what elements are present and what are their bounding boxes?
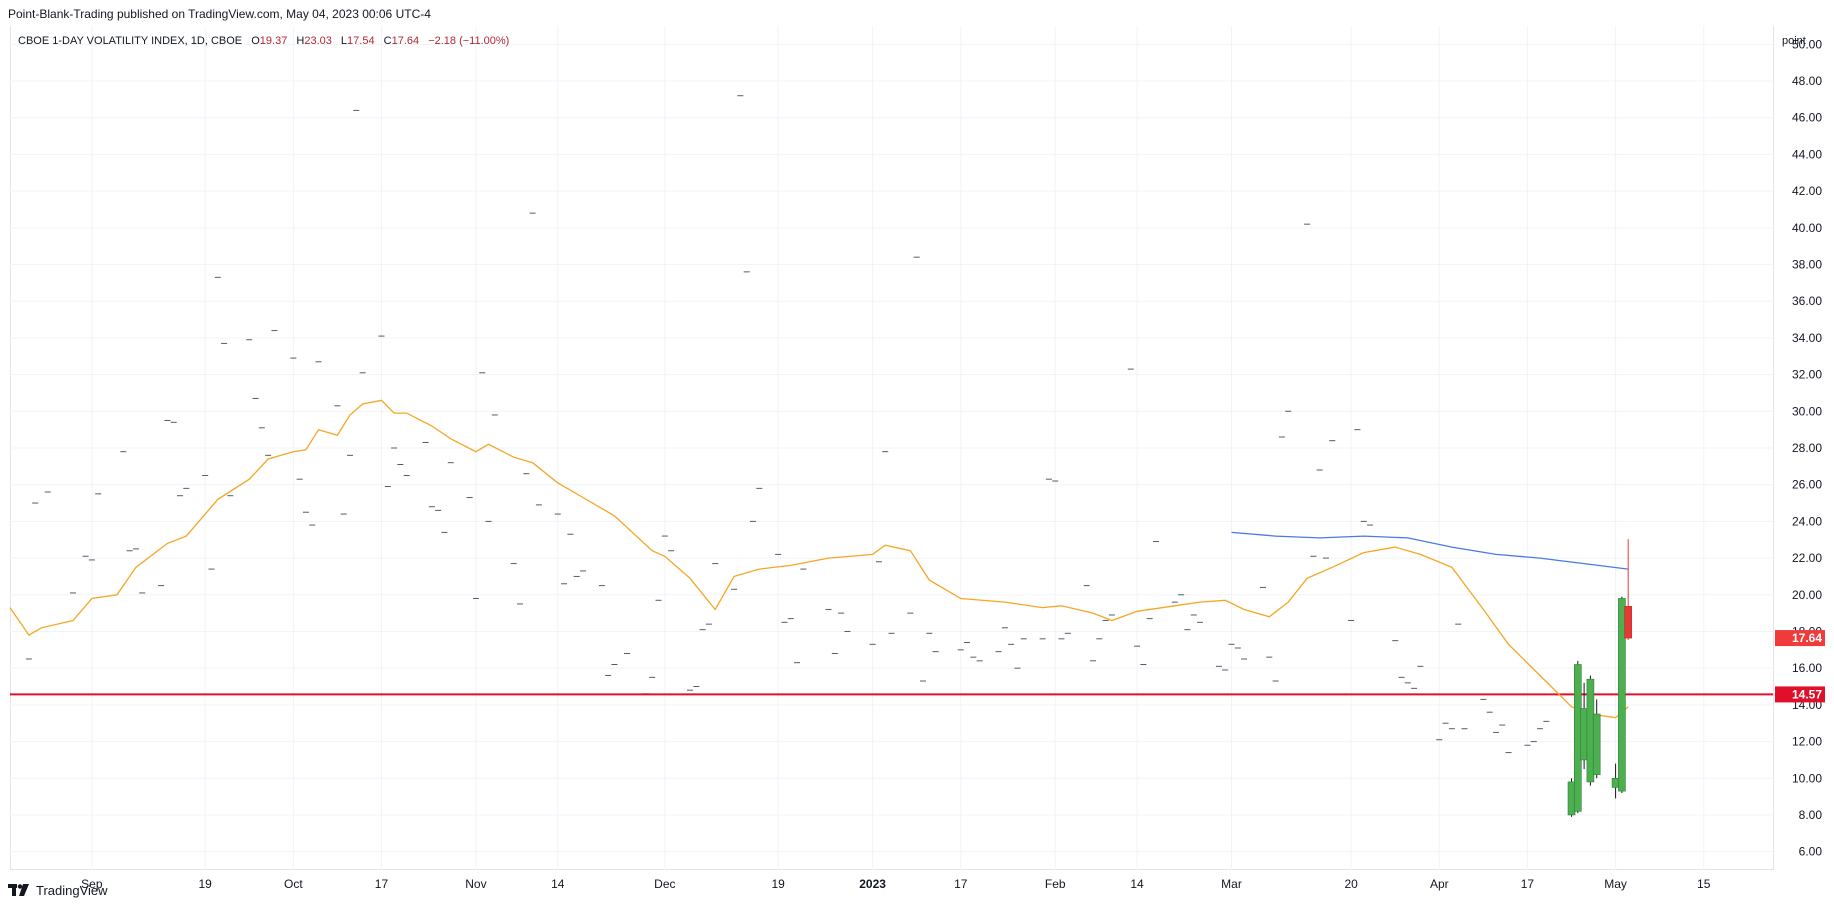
level-price-badge: 14.57 (1792, 687, 1822, 701)
candle-body (1580, 708, 1588, 761)
y-tick-label: 36.00 (1792, 294, 1822, 308)
price-axis-border (1773, 26, 1774, 870)
high-value: 23.03 (304, 35, 332, 47)
candle-body (1618, 598, 1626, 792)
x-tick-label: Apr (1430, 877, 1449, 891)
open-value: 19.37 (259, 35, 288, 47)
y-tick-label: 32.00 (1792, 368, 1822, 382)
y-tick-label: 46.00 (1792, 111, 1822, 125)
price-unit-label: point (1782, 35, 1806, 47)
symbol-name: CBOE 1-DAY VOLATILITY INDEX, 1D, CBOE (18, 35, 243, 47)
x-tick-label: 2023 (859, 877, 886, 891)
x-tick-label: May (1604, 877, 1627, 891)
x-tick-label: Oct (284, 877, 303, 891)
high-label: H (296, 35, 305, 47)
footer: TradingView (8, 880, 108, 900)
last-price-badge-bg (1775, 630, 1825, 647)
y-tick-label: 34.00 (1792, 331, 1822, 345)
publisher-text: Point-Blank-Trading published on Trading… (8, 7, 431, 21)
close-label: C (383, 35, 392, 47)
y-tick-label: 24.00 (1792, 514, 1822, 528)
x-tick-label: Sep (81, 877, 103, 891)
y-tick-label: 20.00 (1792, 588, 1822, 602)
candle-body (1586, 678, 1595, 783)
marks-layer (25, 95, 1550, 754)
x-tick-label: 17 (375, 877, 389, 891)
y-tick-label: 44.00 (1792, 147, 1822, 161)
change-value: −2.18 (−11.00%) (428, 35, 510, 47)
y-tick-label: 8.00 (1799, 808, 1823, 822)
level-price-badge-bg (1775, 686, 1825, 703)
close-value: 17.64 (391, 35, 420, 47)
x-tick-label: 17 (1521, 877, 1535, 891)
x-tick-label: 15 (1697, 877, 1711, 891)
y-tick-label: 48.00 (1792, 74, 1822, 88)
candle-body (1567, 781, 1576, 816)
y-tick-label: 28.00 (1792, 441, 1822, 455)
y-tick-label: 22.00 (1792, 551, 1822, 565)
last-price-badge: 17.64 (1792, 631, 1822, 645)
low-label: L (340, 35, 348, 47)
x-tick-label: Dec (654, 877, 675, 891)
x-tick-label: 14 (551, 877, 565, 891)
price-badges: 17.64 14.57 (1775, 630, 1825, 703)
candle-body (1592, 713, 1601, 775)
x-tick-label: Nov (465, 877, 486, 891)
publish-header: Point-Blank-Trading published on Trading… (0, 0, 1834, 26)
y-tick-label: 10.00 (1792, 771, 1822, 785)
tradingview-logo-icon (8, 884, 29, 896)
y-tick-label: 42.00 (1792, 184, 1822, 198)
x-tick-label: 19 (771, 877, 785, 891)
y-tick-label: 38.00 (1792, 258, 1822, 272)
y-tick-label: 30.00 (1792, 404, 1822, 418)
y-tick-label: 50.00 (1792, 37, 1822, 51)
footer-brand: TradingView (36, 882, 108, 898)
y-tick-label: 26.00 (1792, 478, 1822, 492)
x-tick-label: Feb (1045, 877, 1066, 891)
price-axis[interactable]: 6.008.0010.0012.0014.0016.0018.0020.0022… (1792, 37, 1822, 858)
candle-layer (1567, 539, 1632, 817)
x-tick-label: 20 (1344, 877, 1358, 891)
x-tick-label: Mar (1221, 877, 1242, 891)
candle-body (1574, 664, 1582, 812)
candle-body (1611, 777, 1620, 788)
sma-long-line (1231, 531, 1629, 570)
x-tick-label: 14 (1130, 877, 1144, 891)
open-label: O (251, 35, 260, 47)
low-value: 17.54 (347, 35, 375, 47)
sma-short-line (9, 399, 1629, 719)
sma-layer (9, 399, 1629, 719)
y-tick-label: 6.00 (1799, 845, 1823, 859)
grid-layer (10, 26, 1773, 870)
x-tick-label: 19 (199, 877, 213, 891)
time-axis[interactable]: Sep 19 Oct 17 Nov 14 Dec 19 2023 17 Feb 14 Mar 20 Apr 1… (81, 877, 1711, 891)
symbol-legend[interactable]: CBOE 1-DAY VOLATILITY INDEX, 1D, CBOE O1… (18, 35, 509, 47)
x-tick-label: 17 (954, 877, 968, 891)
y-tick-label: 40.00 (1792, 221, 1822, 235)
y-tick-label: 12.00 (1792, 735, 1822, 749)
y-tick-label: 16.00 (1792, 661, 1822, 675)
candle-body (1624, 606, 1632, 639)
